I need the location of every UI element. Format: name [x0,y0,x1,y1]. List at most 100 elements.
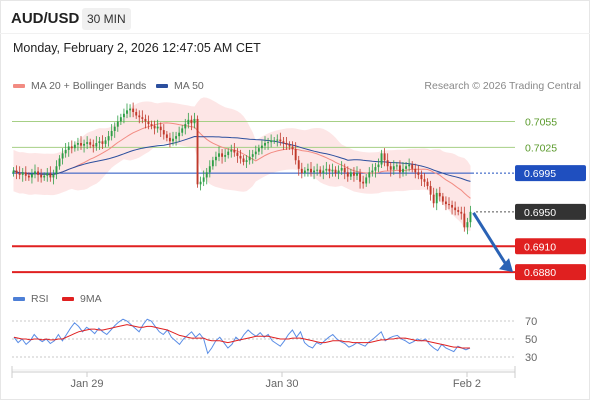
copyright-text: Research © 2026 Trading Central [424,80,581,92]
candle-body [303,170,306,174]
candle-body [331,169,334,172]
candle-body [132,108,135,113]
legend-ma20-label: MA 20 + Bollinger Bands [31,80,147,92]
candle-body [460,211,463,214]
candle-body [76,143,79,145]
candle-body [282,141,285,144]
support-label: 0.6880 [524,267,556,279]
candle-body [104,140,107,144]
legend-rsi-label: RSI [31,293,49,305]
symbol-title: AUD/USD [11,10,80,27]
candle-body [371,170,374,173]
candle-body [254,151,257,155]
candle-body [95,143,98,147]
candle-body [251,154,254,157]
candle-body [70,146,73,149]
candle-body [18,173,21,175]
candle-body [245,160,248,162]
candles [12,102,472,235]
candle-body [395,165,398,167]
candle-body [392,166,395,170]
candle-body [40,174,43,178]
candle-body [205,172,208,178]
candle-body [73,144,76,149]
candle-body [457,210,460,212]
candle-body [15,170,18,174]
candle-body [141,117,144,119]
candle-body [150,124,153,126]
candle-body [356,173,358,176]
candle-body [122,113,125,118]
candle-body [67,146,70,150]
candle-body [34,171,36,174]
level-last-3: 0.6950 [476,203,586,220]
candle-body [101,141,104,144]
candle-body [340,167,343,171]
candle-body [156,126,159,129]
candle-body [80,143,82,146]
legend-rsi-ma: 9MA [62,293,102,305]
candle-body [233,149,236,153]
ma20-line [13,122,471,199]
candle-body [129,108,132,111]
rsi-tick-label: 30 [525,352,537,364]
rsi-tick-label: 50 [525,334,537,346]
candle-body [429,186,432,195]
ma20-swatch [13,84,25,88]
current-tag [515,165,586,182]
rsi-swatch [13,297,25,301]
header-divider [0,33,590,34]
candle-body [107,136,110,141]
ma50-line [13,135,471,182]
candle-body [310,168,312,173]
candle-body [58,158,61,167]
candle-body [193,118,196,124]
candle-body [214,156,217,161]
level-support-4: 0.6910 [12,238,586,255]
forecast-arrow-shaft [472,212,509,267]
support-tag [515,238,586,255]
timeframe-badge[interactable]: 30 MIN [82,8,131,30]
resistance-label: 0.7025 [525,142,557,154]
candle-body [408,164,411,167]
current-label: 0.6995 [524,168,556,180]
candle-body [420,174,423,180]
last-price-tag [515,203,586,220]
level-current-2: 0.6995 [12,165,586,182]
candle-body [221,153,224,157]
candle-body [46,173,49,176]
candle-body [398,165,401,173]
candle-body [116,121,119,127]
candle-body [119,117,122,122]
candle-body [135,112,138,116]
candle-body [374,167,377,171]
support-tag [515,264,586,281]
candle-body [147,121,150,125]
candle-body [405,166,408,169]
candle-body [349,172,352,177]
candle-body [89,142,92,145]
candle-body [196,118,199,185]
ma50-swatch [156,84,168,88]
candle-body [61,153,64,159]
candle-body [346,172,349,177]
candle-body [27,175,30,178]
candle-body [423,179,426,182]
candle-body [389,166,392,170]
candle-body [126,110,128,114]
level-resistance-0: 0.7055 [12,117,557,129]
candle-body [386,160,389,167]
candle-body [297,160,300,169]
candle-body [469,211,472,223]
candle-body [288,144,291,147]
candle-body [426,181,429,187]
candle-body [334,169,337,174]
candle-body [24,172,27,176]
candle-body [414,168,417,173]
candle-body [316,169,319,171]
candle-body [202,177,205,182]
candle-body [273,140,276,142]
candle-body [454,207,457,211]
forecast-arrow-head [499,258,513,273]
last-price-label: 0.6950 [524,207,556,219]
